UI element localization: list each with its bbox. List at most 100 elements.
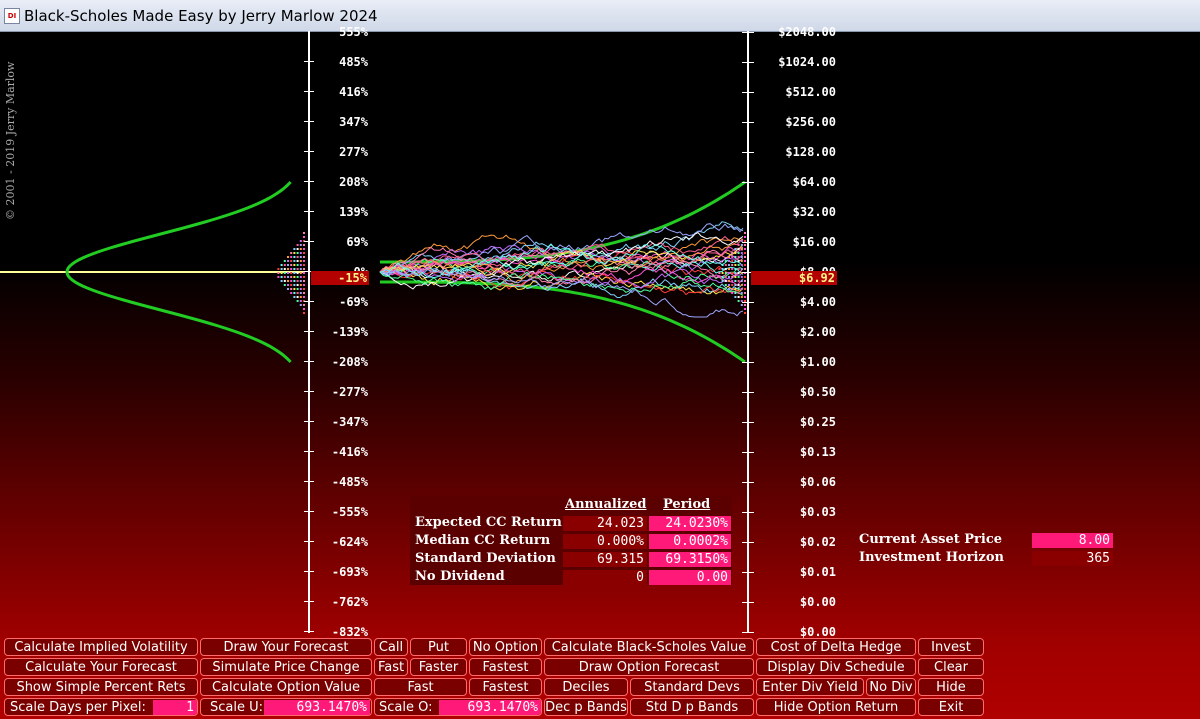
faster-button[interactable]: Faster xyxy=(410,658,467,676)
simulate-price-button[interactable]: Simulate Price Change xyxy=(200,658,372,676)
histogram-dot xyxy=(296,300,299,302)
histogram-dot xyxy=(293,292,296,294)
dec-p-bands-button[interactable]: Dec p Bands xyxy=(544,698,628,716)
histogram-dot xyxy=(740,272,743,274)
fast-option-button[interactable]: Fast xyxy=(374,678,467,696)
histogram-dot xyxy=(283,268,286,270)
left-axis-tick-label: 139% xyxy=(339,205,368,219)
clear-button[interactable]: Clear xyxy=(918,658,984,676)
histogram-dot xyxy=(734,268,737,270)
left-axis-tick-label: -208% xyxy=(331,355,368,369)
header-period: Period xyxy=(663,497,711,512)
scale-o-field[interactable]: 693.1470% xyxy=(439,700,541,715)
histogram-dot xyxy=(299,296,302,298)
investment-horizon-field[interactable]: 365 xyxy=(1032,551,1113,566)
calc-option-value-button[interactable]: Calculate Option Value xyxy=(200,678,372,696)
invest-button[interactable]: Invest xyxy=(918,638,984,656)
histogram-dot xyxy=(737,280,740,282)
histogram-dot xyxy=(303,236,305,238)
histogram-dot xyxy=(296,264,299,266)
histogram-dot xyxy=(287,264,289,266)
histogram-dot xyxy=(280,268,283,270)
draw-forecast-button[interactable]: Draw Your Forecast xyxy=(200,638,372,656)
scale-days-field[interactable]: 1 xyxy=(153,700,197,715)
histogram-dot xyxy=(296,260,299,262)
histogram-dot xyxy=(280,264,283,266)
histogram-dot xyxy=(280,276,283,278)
histogram-dot xyxy=(303,292,305,294)
stat-annualized-value[interactable]: 69.315 xyxy=(563,552,647,567)
app-icon[interactable]: DI xyxy=(4,8,20,24)
left-axis-tick xyxy=(304,121,314,122)
stat-period-value[interactable]: 0.0002% xyxy=(649,534,731,549)
histogram-dot xyxy=(293,288,296,290)
histogram-dot xyxy=(737,288,740,290)
histogram-dot xyxy=(296,288,299,290)
stat-period-value[interactable]: 69.3150% xyxy=(649,552,731,567)
histogram-dot xyxy=(731,272,734,274)
histogram-dot xyxy=(740,288,743,290)
histogram-dot xyxy=(728,256,730,258)
display-div-schedule-button[interactable]: Display Div Schedule xyxy=(756,658,916,676)
stat-annualized-value[interactable]: 0.000% xyxy=(563,534,647,549)
stat-annualized-value[interactable]: 0 xyxy=(563,570,647,585)
histogram-dot xyxy=(303,280,305,282)
no-div-button[interactable]: No Div xyxy=(866,678,916,696)
calc-implied-volatility-button[interactable]: Calculate Implied Volatility xyxy=(4,638,198,656)
hide-option-return-button[interactable]: Hide Option Return xyxy=(756,698,916,716)
right-axis-tick xyxy=(742,482,754,483)
left-axis-tick xyxy=(304,601,314,602)
deciles-button[interactable]: Deciles xyxy=(544,678,628,696)
current-asset-price-label: Current Asset Price xyxy=(859,532,1003,547)
histogram-dot xyxy=(728,276,730,278)
draw-option-forecast-button[interactable]: Draw Option Forecast xyxy=(544,658,754,676)
scale-u-field[interactable]: 693.1470% xyxy=(264,700,370,715)
std-d-p-bands-button[interactable]: Std D p Bands xyxy=(630,698,754,716)
histogram-dot xyxy=(303,252,305,254)
histogram-dot xyxy=(283,260,286,262)
histogram-dot xyxy=(740,240,743,242)
call-button[interactable]: Call xyxy=(374,638,408,656)
histogram-dot xyxy=(296,292,299,294)
fastest-option-button[interactable]: Fastest xyxy=(469,678,542,696)
stats-panel: Annualized Period Expected CC Return 24.0… xyxy=(410,495,732,585)
left-axis-tick-label: -485% xyxy=(331,475,368,489)
histogram-dot xyxy=(744,296,746,298)
cost-delta-hedge-button[interactable]: Cost of Delta Hedge xyxy=(756,638,916,656)
histogram-dot xyxy=(728,272,730,274)
histogram-dot xyxy=(744,292,746,294)
fast-button[interactable]: Fast xyxy=(374,658,408,676)
exit-button[interactable]: Exit xyxy=(918,698,984,716)
enter-div-yield-button[interactable]: Enter Div Yield xyxy=(756,678,864,696)
left-axis-tick-label: -69% xyxy=(339,295,368,309)
stat-period-value[interactable]: 24.0230% xyxy=(649,516,731,531)
stat-period-value[interactable]: 0.00 xyxy=(649,570,731,585)
right-axis-tick xyxy=(742,422,754,423)
histogram-dot xyxy=(296,268,299,270)
histogram-dot xyxy=(737,260,740,262)
histogram-dot xyxy=(283,272,286,274)
histogram-dot xyxy=(728,260,730,262)
current-asset-price-field[interactable]: 8.00 xyxy=(1032,533,1113,548)
scale-u-control: Scale U: 693.1470% xyxy=(200,698,372,716)
price-chart xyxy=(0,180,746,364)
calc-bs-value-button[interactable]: Calculate Black-Scholes Value xyxy=(544,638,754,656)
right-axis-tick xyxy=(742,212,754,213)
histogram-dot xyxy=(737,244,740,246)
simulated-path xyxy=(379,249,744,287)
hide-button[interactable]: Hide xyxy=(918,678,984,696)
left-axis-tick xyxy=(304,541,314,542)
standard-devs-button[interactable]: Standard Devs xyxy=(630,678,754,696)
histogram-dot xyxy=(299,284,302,286)
histogram-dot xyxy=(303,244,305,246)
show-simple-percent-button[interactable]: Show Simple Percent Rets xyxy=(4,678,198,696)
calc-forecast-button[interactable]: Calculate Your Forecast xyxy=(4,658,198,676)
scale-days-label: Scale Days per Pixel: xyxy=(10,700,146,715)
stat-annualized-value[interactable]: 24.023 xyxy=(563,516,647,531)
put-button[interactable]: Put xyxy=(410,638,467,656)
histogram-dot xyxy=(744,288,746,290)
fastest-button[interactable]: Fastest xyxy=(469,658,542,676)
histogram-dot xyxy=(734,256,737,258)
no-option-button[interactable]: No Option xyxy=(469,638,542,656)
histogram-dot xyxy=(731,284,734,286)
